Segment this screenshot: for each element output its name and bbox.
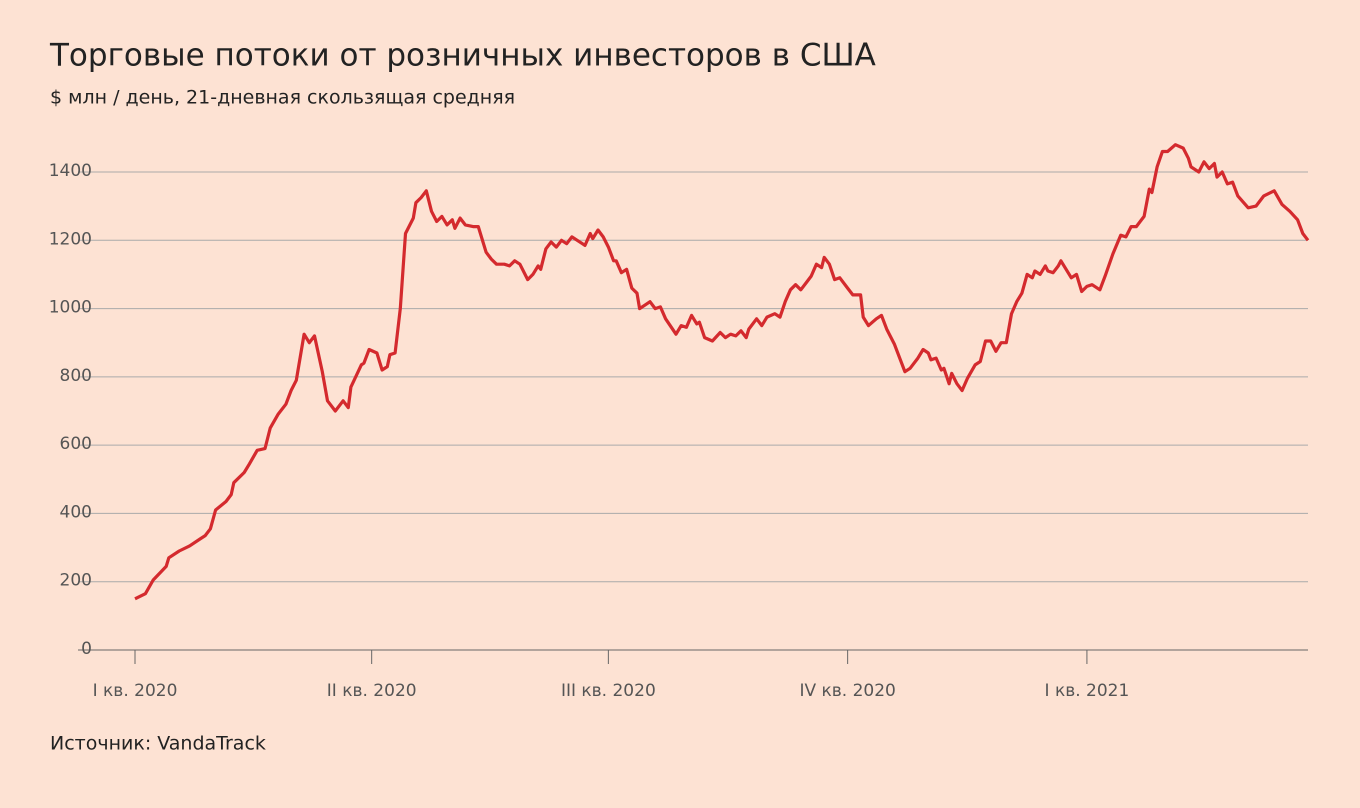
chart-subtitle: $ млн / день, 21-дневная скользящая сред…	[50, 87, 515, 109]
x-tick-label: II кв. 2020	[327, 681, 417, 701]
y-tick-label: 800	[60, 366, 92, 386]
y-tick-label: 0	[81, 639, 92, 659]
x-tick-label: I кв. 2020	[93, 681, 178, 701]
x-tick-label: IV кв. 2020	[799, 681, 895, 701]
data-line	[134, 143, 1310, 601]
x-tick-label: III кв. 2020	[561, 681, 656, 701]
y-tick-label: 600	[60, 434, 92, 454]
y-tick-label: 1000	[49, 298, 92, 318]
chart-title: Торговые потоки от розничных инвесторов …	[49, 38, 876, 74]
source: Источник: VandaTrack	[50, 733, 266, 755]
y-tick-label: 1400	[49, 161, 92, 181]
y-tick-label: 200	[60, 571, 92, 591]
y-tick-label: 1200	[49, 229, 92, 249]
y-tick-label: 400	[60, 502, 92, 522]
x-tick-label: I кв. 2021	[1045, 681, 1130, 701]
